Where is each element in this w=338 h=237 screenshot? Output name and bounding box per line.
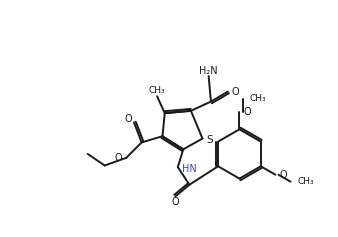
Text: O: O xyxy=(232,87,239,97)
Text: CH₃: CH₃ xyxy=(249,94,266,103)
Text: HN: HN xyxy=(182,164,196,174)
Text: S: S xyxy=(206,135,213,145)
Text: O: O xyxy=(172,197,179,207)
Text: O: O xyxy=(279,170,287,180)
Text: O: O xyxy=(115,153,122,163)
Text: O: O xyxy=(124,114,131,124)
Text: CH₃: CH₃ xyxy=(297,177,314,186)
Text: CH₃: CH₃ xyxy=(149,86,165,95)
Text: H₂N: H₂N xyxy=(199,66,218,76)
Text: O: O xyxy=(243,107,251,117)
